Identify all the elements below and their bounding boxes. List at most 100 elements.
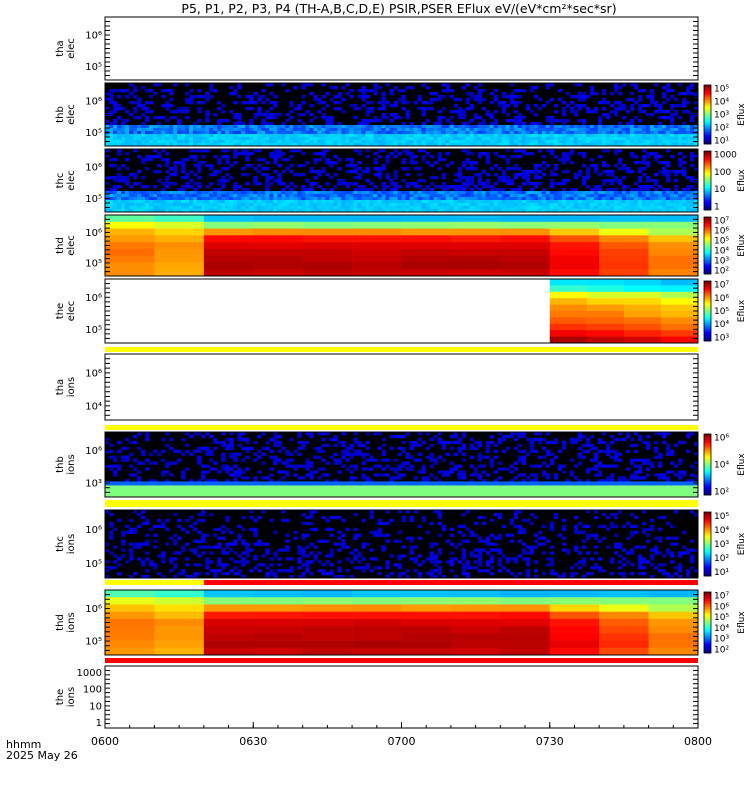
time-axis: 0600 0630 0700 0730 0800 — [91, 722, 712, 748]
colorbar-tick: 10³ — [714, 257, 729, 267]
x-tick-label: 0800 — [684, 735, 712, 748]
colorbar-label: Eflux — [737, 169, 747, 192]
y-tick-label: 10⁵ — [85, 325, 102, 336]
y-axis-label: the — [55, 303, 66, 319]
y-axis-label: ions — [66, 687, 77, 707]
colorbar-thc-ions: 10⁵ 10⁴ 10³ 10² 10¹ Eflux — [703, 511, 747, 578]
x-tick-label: 0730 — [536, 735, 564, 748]
y-tick-label: 10⁶ — [85, 604, 102, 615]
x-label-date: 2025 May 26 — [6, 749, 78, 762]
y-tick-label: 10⁵ — [85, 559, 102, 570]
colorbar-label: Eflux — [737, 611, 747, 634]
colorbar-thc-elec: 1000 100 10 1 Eflux — [703, 151, 747, 212]
y-axis-label: thb — [55, 456, 66, 473]
colorbar-tick: 10⁵ — [714, 512, 729, 522]
panel-thb-elec: 10⁶ 10⁵ thb elec 10⁵ 10⁴ 10³ 10² 10¹ Eflux — [55, 82, 747, 147]
y-tick-label: 10⁶ — [85, 97, 102, 108]
colorbar-tick: 10⁷ — [714, 281, 729, 291]
y-axis-label: tha — [55, 379, 66, 395]
figure-title: P5, P1, P2, P3, P4 (TH-A,B,C,D,E) PSIR,P… — [181, 1, 616, 16]
y-axis-label: elec — [66, 104, 77, 125]
colorbar-tick: 10² — [714, 645, 729, 655]
colorbar-tick: 10² — [714, 267, 729, 277]
y-tick-label: 10 — [89, 701, 102, 712]
colorbar-tick: 10¹ — [714, 568, 729, 578]
spectrogram-the-elec — [549, 279, 699, 344]
axis-frame — [104, 353, 699, 421]
colorbar-label: Eflux — [737, 299, 747, 322]
colorbar-tick: 10³ — [714, 333, 729, 343]
colorbar-tick: 10⁵ — [714, 236, 729, 246]
x-label-hhmm: hhmm — [6, 738, 41, 751]
y-axis-label: ions — [66, 377, 77, 397]
y-tick-label: 10⁶ — [85, 293, 102, 304]
spectrogram-thb-ions — [105, 432, 699, 498]
y-axis-label: elec — [66, 235, 77, 256]
colorbar-tick: 10³ — [714, 635, 729, 645]
y-axis-label: thc — [55, 536, 66, 552]
colorbar-thb-elec: 10⁵ 10⁴ 10³ 10² 10¹ Eflux — [703, 85, 747, 146]
y-tick-label: 10⁵ — [85, 62, 102, 73]
y-tick-label: 10⁵ — [85, 637, 102, 648]
y-tick-label: 100 — [83, 685, 102, 696]
y-tick-label: 10⁶ — [85, 228, 102, 239]
y-tick-label: 10⁵ — [85, 194, 102, 205]
y-tick-label: 10⁶ — [85, 525, 102, 536]
y-tick-label: 1000 — [77, 668, 102, 679]
colorbar-tick: 100 — [714, 168, 731, 178]
axis-frame — [104, 665, 699, 729]
axis-frame — [104, 16, 699, 81]
x-tick-label: 0600 — [91, 735, 119, 748]
panel-tha-ions: 10⁶ 10⁴ tha ions — [55, 353, 699, 421]
y-axis-label: thd — [55, 237, 66, 254]
colorbar-the-elec: 10⁷ 10⁶ 10⁵ 10⁴ 10³ Eflux — [703, 280, 747, 343]
colorbar-tick: 10³ — [714, 540, 729, 550]
colorbar-tick: 10⁴ — [714, 526, 729, 536]
flag-strip — [105, 425, 698, 430]
y-tick-label: 10⁶ — [85, 446, 102, 457]
panel-the-ions: 1000 100 10 1 the ions — [55, 665, 699, 729]
colorbar-thb-ions: 10⁶ 10⁴ 10² Eflux — [703, 433, 747, 497]
colorbar-tick: 10⁶ — [714, 434, 729, 444]
y-axis-label: ions — [66, 612, 77, 632]
y-axis-label: elec — [66, 170, 77, 191]
colorbar-tick: 10² — [714, 123, 729, 133]
y-tick-label: 10⁶ — [85, 368, 102, 379]
y-tick-label: 1 — [96, 718, 102, 729]
y-tick-label: 10⁶ — [85, 31, 102, 42]
spectrogram-thc-elec — [105, 149, 699, 213]
panel-tha-elec: 10⁶ 10⁵ tha elec — [55, 16, 699, 81]
x-tick-label: 0700 — [388, 735, 416, 748]
y-tick-label: 10⁶ — [85, 163, 102, 174]
y-axis-label: ions — [66, 454, 77, 474]
colorbar-tick: 10⁶ — [714, 294, 729, 304]
y-axis-label: thd — [55, 614, 66, 631]
colorbar-tick: 10⁴ — [714, 320, 729, 330]
colorbar-tick: 10² — [714, 554, 729, 564]
spectrogram-thb-elec — [105, 83, 699, 147]
x-tick-label: 0630 — [239, 735, 267, 748]
y-axis-label: ions — [66, 534, 77, 554]
flag-strip — [105, 500, 698, 507]
colorbar-tick: 10⁷ — [714, 216, 729, 226]
y-tick-label: 10⁵ — [85, 259, 102, 270]
colorbar-tick: 1 — [714, 202, 720, 212]
flag-strip — [105, 658, 698, 663]
y-axis-label: elec — [66, 301, 77, 322]
flag-strip — [105, 347, 698, 352]
colorbar-tick: 10⁷ — [714, 592, 729, 602]
y-axis-label: tha — [55, 40, 66, 56]
panel-thc-ions: 10⁶ 10⁵ thc ions 10⁵ 10⁴ 10³ 10² 10¹ Eflux — [55, 509, 747, 579]
y-tick-label: 10⁵ — [85, 128, 102, 139]
colorbar-tick: 10⁵ — [714, 307, 729, 317]
y-axis-label: the — [55, 689, 66, 705]
colorbar-label: Eflux — [737, 234, 747, 257]
y-axis-label: thb — [55, 106, 66, 123]
y-tick-label: 10⁴ — [85, 401, 102, 412]
